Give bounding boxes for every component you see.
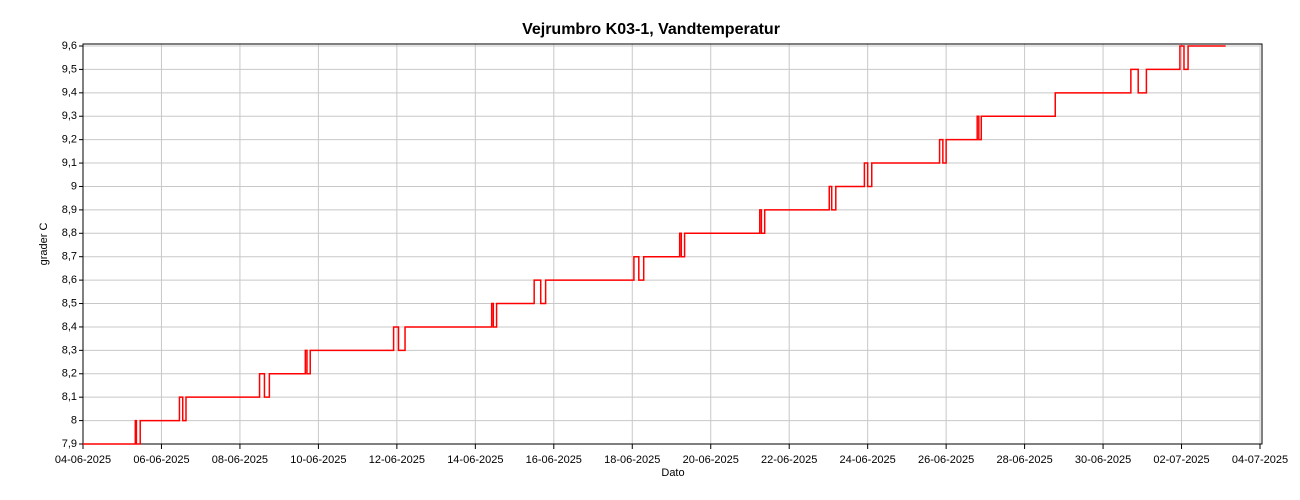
x-tick-label: 04-07-2025 bbox=[1232, 454, 1288, 466]
y-tick-label: 9,2 bbox=[62, 134, 77, 146]
x-tick-label: 18-06-2025 bbox=[604, 454, 660, 466]
y-tick-label: 8,8 bbox=[62, 227, 77, 239]
y-tick-label: 9,1 bbox=[62, 157, 77, 169]
data-line bbox=[83, 45, 1226, 445]
x-tick-label: 12-06-2025 bbox=[369, 454, 425, 466]
y-tick-label: 8,7 bbox=[62, 251, 77, 263]
x-tick-label: 28-06-2025 bbox=[996, 454, 1052, 466]
y-tick-label: 9,5 bbox=[62, 63, 77, 75]
y-tick-label: 8,1 bbox=[62, 391, 77, 403]
x-tick-label: 08-06-2025 bbox=[212, 454, 268, 466]
y-tick-label: 9,4 bbox=[62, 87, 77, 99]
y-tick-label: 8,6 bbox=[62, 274, 77, 286]
y-tick-label: 8,3 bbox=[62, 344, 77, 356]
x-tick-label: 20-06-2025 bbox=[683, 454, 739, 466]
x-tick-label: 02-07-2025 bbox=[1153, 454, 1209, 466]
y-tick-label: 8,2 bbox=[62, 368, 77, 380]
y-tick-label: 9 bbox=[71, 180, 77, 192]
x-tick-label: 24-06-2025 bbox=[840, 454, 896, 466]
y-tick-label: 9,3 bbox=[62, 110, 77, 122]
x-tick-label: 10-06-2025 bbox=[290, 454, 346, 466]
y-tick-label: 8,4 bbox=[62, 321, 77, 333]
y-axis-label: grader C bbox=[38, 223, 50, 266]
x-tick-label: 16-06-2025 bbox=[526, 454, 582, 466]
chart-title: Vejrumbro K03-1, Vandtemperatur bbox=[522, 21, 780, 38]
x-tick-label: 14-06-2025 bbox=[447, 454, 503, 466]
x-tick-label: 26-06-2025 bbox=[918, 454, 974, 466]
y-tick-label: 8 bbox=[71, 414, 77, 426]
x-tick-label: 04-06-2025 bbox=[55, 454, 111, 466]
y-tick-label: 8,9 bbox=[62, 204, 77, 216]
x-tick-label: 06-06-2025 bbox=[133, 454, 189, 466]
y-tick-label: 8,5 bbox=[62, 297, 77, 309]
plot-frame bbox=[82, 43, 1263, 445]
x-axis-label: Dato bbox=[661, 467, 684, 479]
y-tick-label: 9,6 bbox=[62, 40, 77, 52]
x-tick-label: 22-06-2025 bbox=[761, 454, 817, 466]
y-tick-label: 7,9 bbox=[62, 438, 77, 450]
x-tick-label: 30-06-2025 bbox=[1075, 454, 1131, 466]
